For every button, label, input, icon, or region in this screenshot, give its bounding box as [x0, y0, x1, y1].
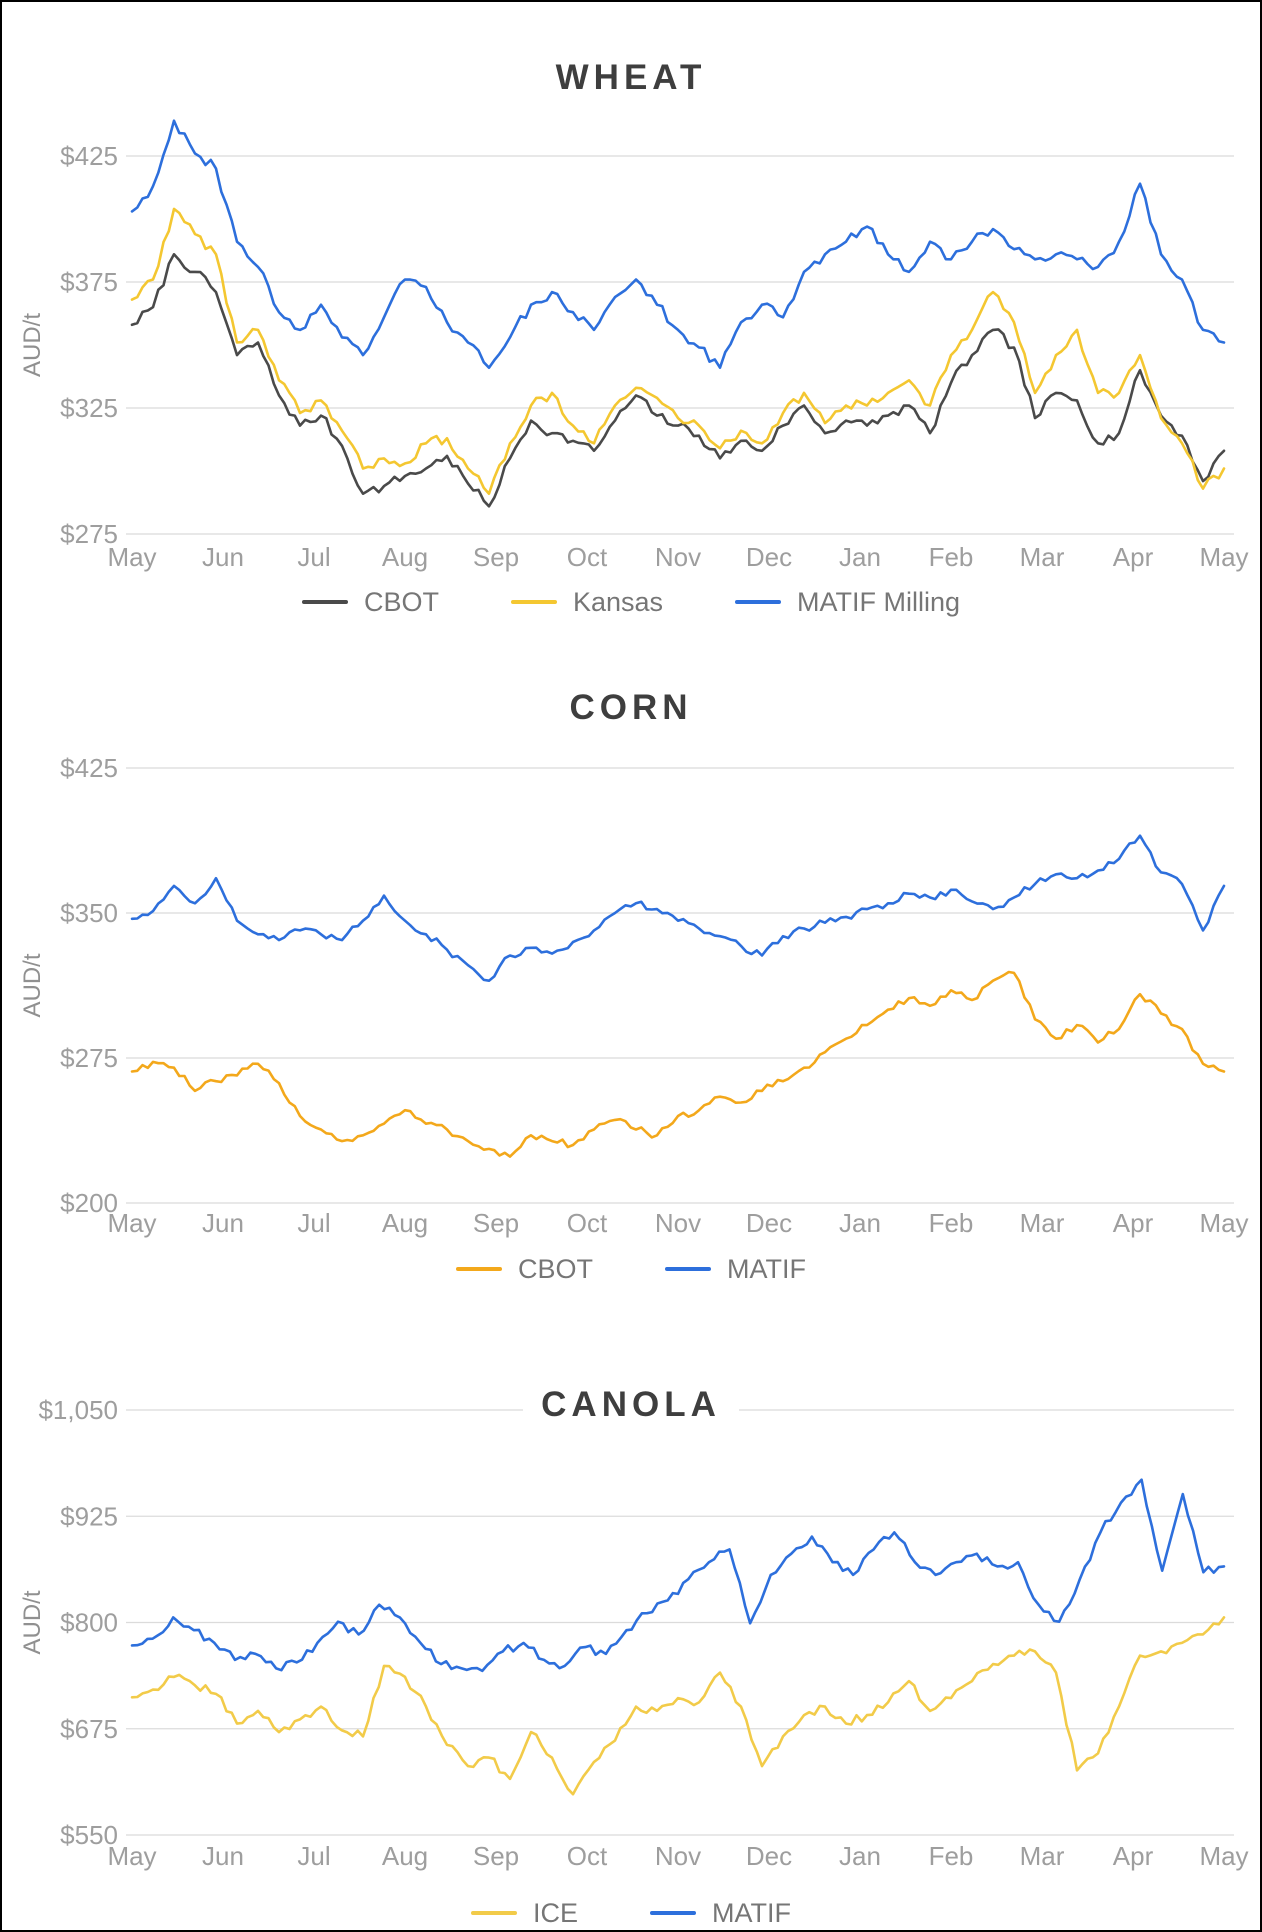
x-tick-label: May [1199, 542, 1248, 572]
legend-line-swatch [456, 1267, 502, 1271]
legend-item-kansas: Kansas [510, 586, 664, 618]
corn-title-text: CORN [551, 688, 711, 728]
x-tick-label: Jul [297, 1841, 330, 1871]
x-tick-label: Mar [1020, 1208, 1065, 1238]
canola-plot: $1,050 $925 $800 $675 $550 AUD/t May Jun Jul Aug S… [19, 1395, 1249, 1871]
y-axis-label: AUD/t [19, 313, 46, 377]
y-tick-label: $350 [60, 898, 118, 928]
wheat-title-text: WHEAT [537, 58, 725, 98]
y-axis-label: AUD/t [19, 1590, 46, 1654]
x-tick-label: Aug [382, 1841, 428, 1871]
y-tick-label: $275 [60, 519, 118, 549]
x-tick-label: Mar [1020, 542, 1065, 572]
chart-section-corn: CORN $425 $350 $275 $200 AUD/t May Jun Jul Aug Se… [2, 688, 1260, 1285]
ice-line [130, 1616, 1226, 1796]
y-tick-label: $200 [60, 1188, 118, 1218]
x-tick-label: May [107, 1841, 156, 1871]
x-tick-label: Feb [929, 1208, 974, 1238]
legend-label: MATIF [727, 1253, 806, 1284]
legend-line-swatch [510, 600, 557, 604]
cbot-line [130, 253, 1226, 508]
x-tick-label: Jan [839, 1208, 881, 1238]
x-tick-label: Jun [202, 542, 244, 572]
y-tick-label: $375 [60, 267, 118, 297]
x-tick-label: May [107, 542, 156, 572]
x-tick-label: Oct [567, 542, 608, 572]
y-tick-label: $1,050 [38, 1395, 118, 1425]
y-tick-label: $800 [60, 1608, 118, 1638]
y-axis-label: AUD/t [19, 953, 46, 1017]
x-tick-label: Mar [1020, 1841, 1065, 1871]
x-tick-label: Oct [567, 1841, 608, 1871]
legend-line-swatch [735, 600, 782, 604]
x-tick-label: Nov [655, 1841, 701, 1871]
legend-line-swatch [301, 600, 348, 604]
x-tick-label: Apr [1113, 1208, 1154, 1238]
x-tick-label: Apr [1113, 1841, 1154, 1871]
legend-item-matif: MATIF [665, 1254, 806, 1285]
legend-item-matif-milling: MATIF Milling [735, 587, 960, 618]
legend-item-cbot: CBOT [301, 586, 439, 618]
x-tick-label: Nov [655, 542, 701, 572]
y-tick-label: $325 [60, 393, 118, 423]
x-tick-label: Feb [929, 1841, 974, 1871]
x-tick-label: Sep [473, 1208, 519, 1238]
corn-chart-title: CORN [2, 688, 1260, 728]
legend-label: MATIF [712, 1897, 791, 1928]
x-tick-label: Aug [382, 542, 428, 572]
x-tick-label: Sep [473, 1841, 519, 1871]
canola-title-text: CANOLA [523, 1385, 739, 1425]
corn-plot: $425 $350 $275 $200 AUD/t May Jun Jul Aug Sep Oct N… [19, 753, 1249, 1238]
wheat-legend: CBOT Kansas MATIF Milling [2, 586, 1260, 618]
x-tick-label: Nov [655, 1208, 701, 1238]
canola-legend: ICE MATIF [2, 1897, 1260, 1929]
legend-item-ice: ICE [471, 1898, 578, 1929]
x-tick-label: Apr [1113, 542, 1154, 572]
x-tick-label: May [107, 1208, 156, 1238]
x-tick-label: Jun [202, 1841, 244, 1871]
x-tick-label: May [1199, 1208, 1248, 1238]
x-tick-label: Sep [473, 542, 519, 572]
matif-line [130, 834, 1226, 982]
y-tick-label: $425 [60, 753, 118, 783]
legend-line-swatch [650, 1911, 697, 1915]
x-tick-label: Jul [297, 1208, 330, 1238]
y-tick-label: $275 [60, 1043, 118, 1073]
chart-section-wheat: WHEAT $425 $375 $325 $275 AUD/t May Jun Jul Aug S… [2, 58, 1260, 618]
legend-label: MATIF Milling [797, 586, 961, 617]
matif-line [130, 1478, 1226, 1673]
y-tick-label: $925 [60, 1501, 118, 1531]
legend-item-cbot: CBOT [456, 1254, 593, 1285]
x-tick-label: Jun [202, 1208, 244, 1238]
x-tick-label: Dec [746, 542, 792, 572]
legend-label: CBOT [363, 586, 439, 617]
y-tick-label: $425 [60, 141, 118, 171]
x-tick-label: Jul [297, 542, 330, 572]
x-tick-label: May [1199, 1841, 1248, 1871]
cbot-line [130, 970, 1226, 1158]
x-tick-label: Jan [839, 542, 881, 572]
x-tick-label: Oct [567, 1208, 608, 1238]
x-tick-label: Dec [746, 1841, 792, 1871]
wheat-plot: $425 $375 $325 $275 AUD/t May Jun Jul Aug Sep Oct N… [19, 119, 1249, 572]
legend-item-matif: MATIF [650, 1898, 791, 1929]
x-tick-label: Aug [382, 1208, 428, 1238]
x-tick-label: Jan [839, 1841, 881, 1871]
legend-label: ICE [533, 1897, 579, 1928]
legend-label: Kansas [572, 586, 664, 617]
corn-legend: CBOT MATIF [2, 1253, 1260, 1285]
legend-label: CBOT [518, 1253, 594, 1284]
matif-milling-line [130, 119, 1226, 369]
wheat-chart-title: WHEAT [2, 58, 1260, 98]
legend-line-swatch [471, 1911, 517, 1915]
y-tick-label: $550 [60, 1820, 118, 1850]
kansas-line [130, 207, 1226, 495]
x-tick-label: Feb [929, 542, 974, 572]
legend-line-swatch [665, 1267, 712, 1271]
chart-section-canola: CANOLA $1,050 $925 $800 $675 $550 AUD/t May Jun… [2, 1385, 1260, 1929]
x-tick-label: Dec [746, 1208, 792, 1238]
canola-chart-title: CANOLA [2, 1385, 1260, 1425]
y-tick-label: $675 [60, 1714, 118, 1744]
